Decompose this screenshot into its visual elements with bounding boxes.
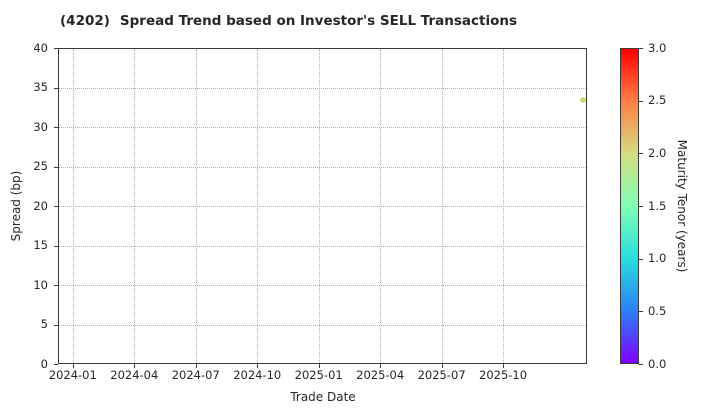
x-tick-mark bbox=[503, 364, 505, 368]
colorbar-label: Maturity Tenor (years) bbox=[675, 139, 689, 273]
v-gridline bbox=[380, 49, 382, 363]
y-tick-label: 20 bbox=[33, 198, 48, 213]
colorbar-tick-label: 3.0 bbox=[648, 40, 667, 55]
y-tick-mark bbox=[54, 48, 58, 49]
x-tick-label: 2024-01 bbox=[48, 368, 97, 382]
h-gridline bbox=[59, 166, 586, 168]
h-gridline bbox=[59, 206, 586, 207]
x-tick-mark bbox=[257, 364, 259, 368]
colorbar-tick-label: 0.5 bbox=[648, 303, 667, 318]
x-tick-mark bbox=[380, 364, 382, 368]
y-tick-mark bbox=[54, 87, 58, 89]
v-gridline bbox=[195, 49, 197, 363]
colorbar-tick-mark bbox=[639, 364, 643, 365]
y-tick-mark bbox=[54, 324, 58, 326]
v-gridline bbox=[257, 49, 259, 363]
x-tick-mark bbox=[195, 364, 197, 368]
colorbar-tick-label: 1.0 bbox=[648, 251, 667, 266]
y-tick-label: 25 bbox=[33, 159, 48, 173]
colorbar-tick-mark bbox=[639, 258, 643, 260]
y-tick-label: 30 bbox=[33, 119, 48, 134]
x-tick-label: 2025-04 bbox=[356, 368, 405, 382]
x-tick-label: 2025-07 bbox=[417, 368, 466, 382]
y-tick-mark bbox=[54, 364, 58, 365]
colorbar-tick-mark bbox=[639, 153, 643, 155]
v-gridline bbox=[441, 49, 443, 363]
y-tick-label: 5 bbox=[40, 317, 48, 331]
y-tick-label: 15 bbox=[33, 238, 48, 252]
h-gridline bbox=[59, 245, 586, 247]
y-tick-label: 35 bbox=[33, 80, 48, 94]
x-tick-label: 2024-04 bbox=[110, 368, 159, 382]
y-tick-label: 10 bbox=[33, 277, 48, 292]
h-gridline bbox=[59, 324, 586, 326]
v-gridline bbox=[72, 49, 74, 363]
v-gridline bbox=[503, 49, 505, 363]
y-tick-mark bbox=[54, 245, 58, 247]
x-axis-label: Trade Date bbox=[290, 390, 356, 404]
ticker-code: (4202) bbox=[60, 13, 110, 29]
v-gridline bbox=[134, 49, 136, 363]
y-tick-mark bbox=[54, 127, 58, 128]
y-tick-mark bbox=[54, 206, 58, 207]
x-tick-label: 2024-07 bbox=[171, 368, 220, 382]
colorbar-tick-mark bbox=[639, 311, 643, 313]
x-tick-mark bbox=[134, 364, 136, 368]
h-gridline bbox=[59, 127, 586, 128]
chart-title: (4202) Spread Trend based on Investor's S… bbox=[60, 13, 517, 29]
chart-title-text: Spread Trend based on Investor's SELL Tr… bbox=[119, 13, 518, 29]
colorbar-tick-label: 2.5 bbox=[648, 93, 667, 108]
x-tick-mark bbox=[318, 364, 320, 368]
x-tick-mark bbox=[72, 364, 74, 368]
h-gridline bbox=[59, 87, 586, 89]
scatter-point bbox=[580, 97, 587, 104]
h-gridline bbox=[59, 285, 586, 286]
plot-area bbox=[58, 48, 587, 364]
y-tick-mark bbox=[54, 285, 58, 286]
v-gridline bbox=[318, 49, 320, 363]
x-tick-label: 2024-10 bbox=[233, 368, 282, 382]
colorbar-tick-label: 0.0 bbox=[648, 356, 667, 371]
x-tick-mark bbox=[441, 364, 443, 368]
colorbar-tick-mark bbox=[639, 206, 643, 207]
colorbar-tick-label: 2.0 bbox=[648, 145, 667, 160]
colorbar-tick-mark bbox=[639, 100, 643, 102]
y-tick-mark bbox=[54, 166, 58, 168]
colorbar-tick-label: 1.5 bbox=[648, 198, 667, 213]
x-tick-label: 2025-01 bbox=[294, 368, 343, 382]
y-tick-label: 0 bbox=[40, 356, 48, 371]
y-tick-label: 40 bbox=[33, 40, 48, 55]
colorbar bbox=[620, 48, 639, 364]
colorbar-tick-mark bbox=[639, 48, 643, 49]
x-tick-label: 2025-10 bbox=[479, 368, 528, 382]
